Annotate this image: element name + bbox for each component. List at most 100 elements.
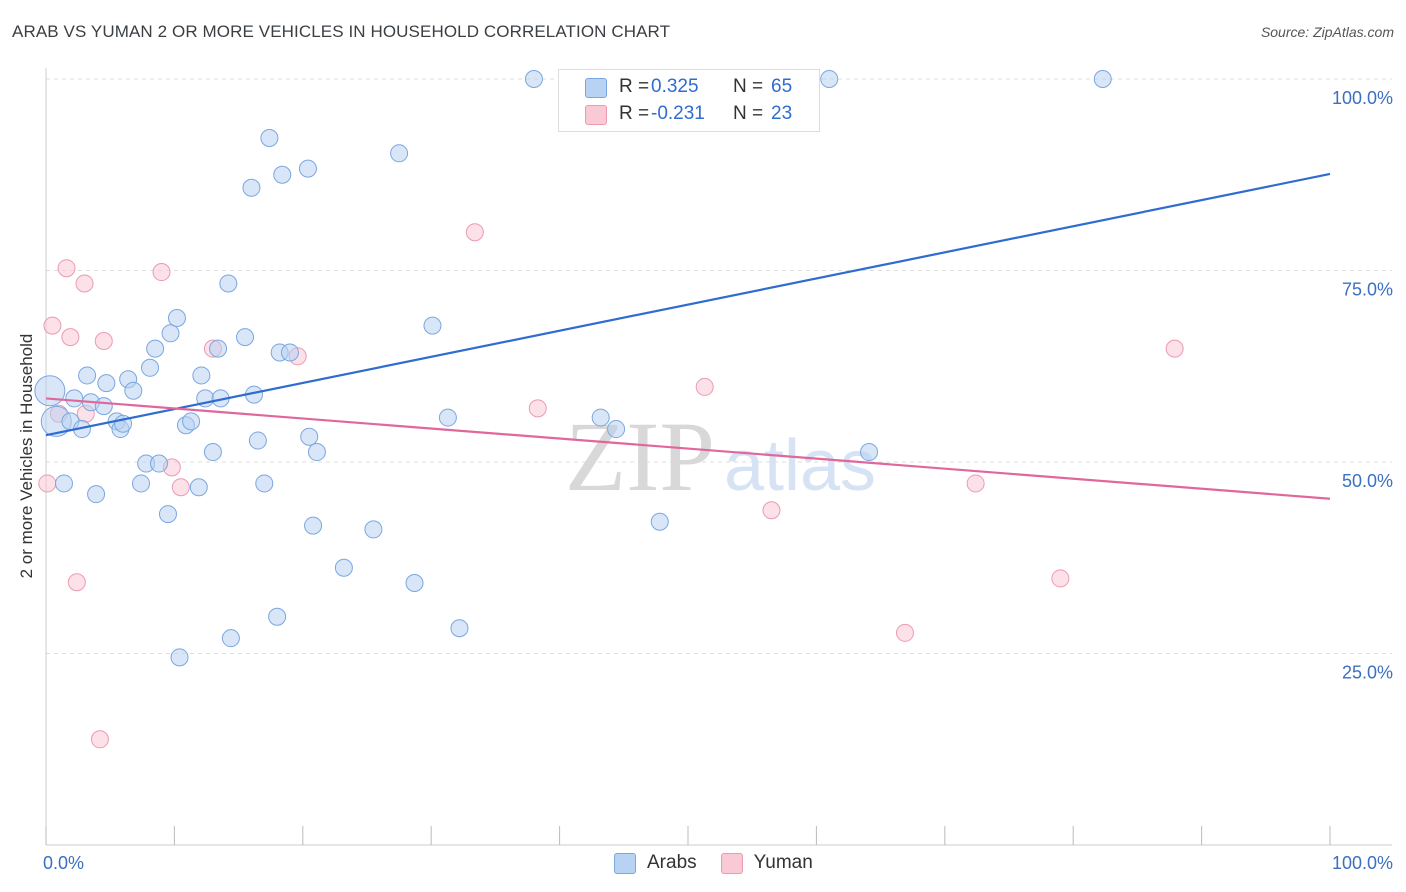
arabs-trend-line	[45, 172, 1331, 437]
arabs-point-38	[248, 431, 267, 450]
arabs-n-value: 65	[771, 76, 793, 97]
yuman-point-15	[465, 223, 484, 242]
arabs-point-52	[405, 574, 424, 593]
arabs-point-51	[390, 144, 409, 163]
yuman-point-4	[61, 328, 80, 347]
arabs-point-31	[209, 339, 228, 358]
arabs-point-15	[124, 381, 143, 400]
arabs-point-35	[236, 328, 255, 347]
arabs-point-34	[221, 629, 240, 648]
arabs-point-16	[132, 474, 151, 493]
yuman-point-19	[895, 623, 914, 642]
arabs-point-55	[450, 619, 469, 638]
source-credit: Source: ZipAtlas.com	[1260, 24, 1394, 40]
arabs-point-9	[94, 397, 113, 416]
arabs-point-50	[364, 520, 383, 539]
yuman-point-12	[171, 478, 190, 497]
yuman-r-label: R =	[619, 103, 655, 124]
arabs-point-58	[607, 420, 626, 439]
yuman-point-20	[966, 474, 985, 493]
arabs-point-21	[158, 505, 177, 524]
arabs-point-54	[438, 408, 457, 427]
y-tick-label-3: 100.0%	[1332, 88, 1393, 108]
arabs-point-23	[167, 308, 186, 327]
arabs-point-39	[255, 474, 274, 493]
arabs-point-0	[34, 375, 66, 407]
arabs-point-33	[219, 274, 238, 293]
arabs-n-label: N =	[733, 76, 769, 97]
arabs-point-63	[1093, 70, 1112, 88]
yuman-point-18	[762, 501, 781, 520]
arabs-r-label: R =	[619, 76, 655, 97]
arabs-point-53	[423, 316, 442, 335]
arabs-point-43	[273, 165, 292, 184]
arabs-point-60	[650, 512, 669, 531]
yuman-point-6	[75, 274, 94, 293]
arabs-point-47	[304, 516, 323, 535]
x-tick-label-1: 100.0%	[1332, 853, 1393, 873]
arabs-points	[34, 70, 1112, 667]
tick-labels: 25.0% 50.0% 75.0% 100.0% 0.0% 100.0%	[43, 88, 1393, 873]
arabs-point-22	[161, 324, 180, 343]
arabs-r-value: 0.325	[651, 76, 699, 97]
yuman-point-8	[90, 730, 109, 749]
yuman-point-21	[1051, 569, 1070, 588]
legend-label-yuman: Yuman	[753, 852, 813, 873]
arabs-point-36	[242, 178, 261, 197]
legend-item-yuman[interactable]: Yuman	[720, 852, 813, 874]
arabs-point-57	[591, 408, 610, 427]
yuman-trend-line	[45, 397, 1331, 500]
yuman-r-value: -0.231	[651, 103, 705, 124]
yuman-point-22	[1165, 339, 1184, 358]
arabs-point-61	[820, 70, 839, 88]
legend-item-arabs[interactable]: Arabs	[614, 852, 697, 874]
yuman-legend-swatch	[720, 852, 743, 874]
chart-title: ARAB VS YUMAN 2 OR MORE VEHICLES IN HOUS…	[12, 22, 671, 41]
arabs-swatch	[585, 78, 607, 98]
arabs-point-45	[298, 159, 317, 178]
arabs-point-8	[87, 485, 106, 504]
arabs-legend-swatch	[614, 852, 636, 874]
arabs-point-26	[182, 412, 201, 431]
gridlines	[46, 78, 1392, 654]
stats-legend: R = 0.325 N = 65 R = -0.231 N = 23	[558, 69, 820, 132]
arabs-point-4	[65, 389, 84, 408]
yuman-n-value: 23	[771, 103, 793, 124]
arabs-point-41	[268, 607, 287, 626]
arabs-point-49	[334, 558, 353, 577]
yuman-point-17	[695, 377, 714, 396]
arabs-point-6	[78, 366, 97, 385]
axes	[45, 68, 1392, 846]
arabs-point-62	[860, 443, 879, 462]
yuman-point-10	[152, 263, 171, 282]
series-legend: Arabs Yuman	[614, 852, 837, 874]
yuman-point-3	[57, 259, 76, 278]
arabs-point-56	[524, 70, 543, 88]
legend-label-arabs: Arabs	[647, 852, 697, 873]
watermark-atlas: atlas	[724, 426, 876, 506]
arabs-point-10	[97, 374, 116, 393]
yuman-point-9	[94, 331, 113, 350]
arabs-point-44	[280, 343, 299, 362]
yuman-n-label: N =	[733, 103, 769, 124]
arabs-point-28	[192, 366, 211, 385]
arabs-point-40	[260, 128, 279, 147]
arabs-point-2	[54, 474, 73, 493]
y-tick-label-1: 50.0%	[1342, 471, 1393, 491]
y-axis-label: 2 or more Vehicles in Household	[17, 334, 36, 579]
yuman-point-1	[43, 316, 62, 335]
trend-lines	[45, 172, 1331, 500]
y-tick-label-2: 75.0%	[1342, 280, 1393, 300]
arabs-point-30	[203, 443, 222, 462]
arabs-point-46	[300, 427, 319, 446]
arabs-point-20	[149, 454, 168, 473]
arabs-point-18	[141, 358, 160, 377]
yuman-point-5	[67, 573, 86, 592]
x-tick-label-0: 0.0%	[43, 853, 84, 873]
yuman-point-16	[528, 399, 547, 418]
yuman-swatch	[585, 105, 607, 125]
watermark-zip: ZIP	[565, 401, 715, 512]
arabs-point-27	[189, 478, 208, 497]
arabs-point-24	[170, 648, 189, 667]
